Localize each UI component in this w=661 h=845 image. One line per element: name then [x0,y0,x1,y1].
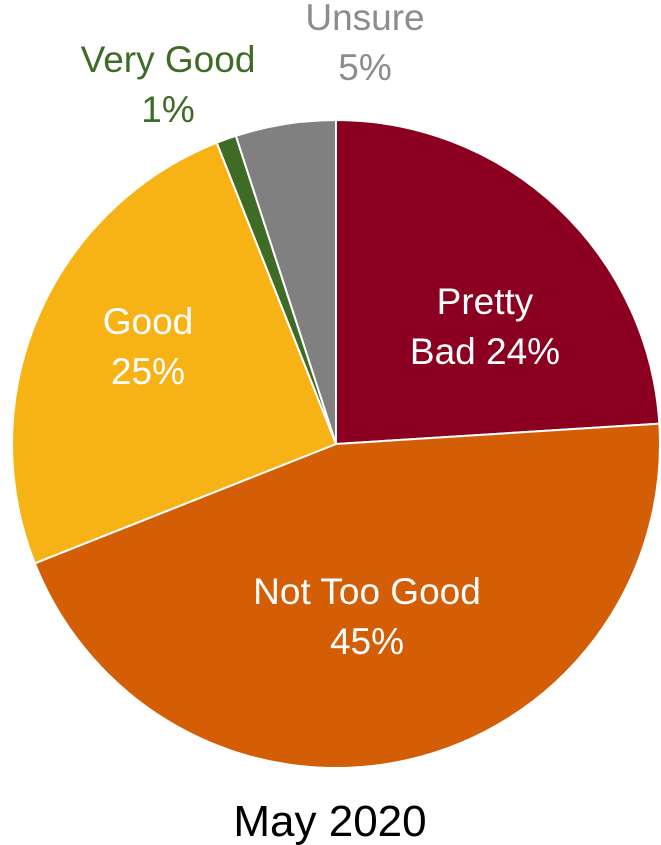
slice-label-2: Good 25% [103,301,194,392]
slice-label-line: Unsure [305,0,424,38]
pie-slice-0 [335,118,661,446]
slice-label-line: 1% [141,89,194,130]
slice-label-line: Bad 24% [410,331,560,372]
slice-label-line: Pretty [437,281,534,322]
slice-label-line: 25% [111,351,185,392]
pie-slices [11,118,661,769]
slice-label-4: Unsure 5% [305,0,424,88]
pie-slice-2 [11,141,338,565]
slice-label-line: Not Too Good [253,571,481,612]
slice-label-line: 5% [338,47,391,88]
slice-label-3: Very Good 1% [81,39,256,130]
slice-label-line: Very Good [81,39,256,80]
slice-label-line: 45% [330,621,404,662]
slice-labels: Pretty Bad 24% Not Too Good 45% Good 25% Very … [81,0,561,662]
slice-label-0: Pretty Bad 24% [410,281,560,372]
slice-label-line: Good [103,301,194,342]
pie-slice-1 [33,422,661,769]
slice-label-1: Not Too Good 45% [253,571,481,662]
pie-slice-4 [234,118,337,445]
chart-subtitle: May 2020 [233,797,426,845]
